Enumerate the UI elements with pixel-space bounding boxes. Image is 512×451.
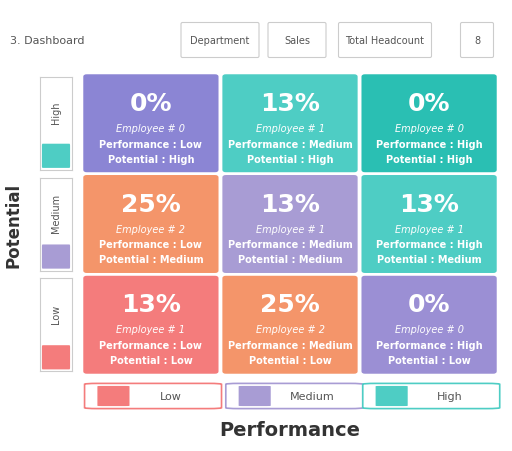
FancyBboxPatch shape [226,383,363,409]
FancyBboxPatch shape [42,345,70,369]
FancyBboxPatch shape [84,383,222,409]
Text: High: High [437,391,462,401]
Text: 0%: 0% [130,92,172,115]
FancyBboxPatch shape [83,75,219,173]
Text: Potential : Medium: Potential : Medium [377,255,481,265]
Text: Potential : Medium: Potential : Medium [99,255,203,265]
Text: 13%: 13% [260,192,320,216]
FancyBboxPatch shape [338,23,432,58]
FancyBboxPatch shape [181,23,259,58]
FancyBboxPatch shape [222,75,357,173]
Text: Low: Low [51,304,61,323]
Text: 13%: 13% [260,92,320,115]
Text: Potential : Low: Potential : Low [110,355,193,365]
FancyBboxPatch shape [361,276,497,374]
FancyBboxPatch shape [363,383,500,409]
Text: 0%: 0% [408,293,451,317]
Text: Performance : Low: Performance : Low [99,341,202,350]
Text: 13%: 13% [121,293,181,317]
Text: Potential: Potential [5,182,23,267]
Text: 25%: 25% [121,192,181,216]
Text: 3. Dashboard: 3. Dashboard [10,36,84,46]
FancyBboxPatch shape [239,386,271,406]
Text: Employee # 1: Employee # 1 [255,124,325,133]
Text: Employee # 2: Employee # 2 [255,325,325,335]
Text: Total Headcount: Total Headcount [346,36,424,46]
FancyBboxPatch shape [361,75,497,173]
Text: Potential : High: Potential : High [386,154,473,164]
Text: Performance : High: Performance : High [376,139,482,149]
Text: Medium: Medium [51,194,61,233]
FancyBboxPatch shape [268,23,326,58]
Text: 8: 8 [474,36,480,46]
Text: Sales: Sales [284,36,310,46]
FancyBboxPatch shape [222,175,357,273]
FancyBboxPatch shape [83,175,219,273]
Text: Performance : High: Performance : High [376,341,482,350]
Text: Employee # 1: Employee # 1 [395,224,463,234]
FancyBboxPatch shape [42,144,70,169]
FancyBboxPatch shape [376,386,408,406]
Text: Performance : Medium: Performance : Medium [228,240,352,250]
Text: High: High [51,101,61,124]
Text: Employee # 1: Employee # 1 [255,224,325,234]
Text: 13%: 13% [399,192,459,216]
FancyBboxPatch shape [361,175,497,273]
Text: Employee # 2: Employee # 2 [116,224,185,234]
Text: Performance : Medium: Performance : Medium [228,139,352,149]
Text: Potential : High: Potential : High [247,154,333,164]
Text: Performance: Performance [220,420,360,439]
FancyBboxPatch shape [460,23,494,58]
Text: Employee # 0: Employee # 0 [395,325,463,335]
Text: Performance : Low: Performance : Low [99,240,202,250]
Text: Employee # 1: Employee # 1 [116,325,185,335]
Text: Medium: Medium [290,391,335,401]
FancyBboxPatch shape [83,276,219,374]
FancyBboxPatch shape [222,276,357,374]
Text: Low: Low [160,391,182,401]
Text: 25%: 25% [260,293,320,317]
Text: Performance : Medium: Performance : Medium [228,341,352,350]
Text: Performance : Low: Performance : Low [99,139,202,149]
Text: Performance : High: Performance : High [376,240,482,250]
Text: Potential : Low: Potential : Low [249,355,331,365]
FancyBboxPatch shape [97,386,130,406]
Text: Employee # 0: Employee # 0 [116,124,185,133]
Text: Potential : Medium: Potential : Medium [238,255,343,265]
Text: Employee # 0: Employee # 0 [395,124,463,133]
Text: Potential : High: Potential : High [108,154,194,164]
Text: 0%: 0% [408,92,451,115]
Text: Potential : Low: Potential : Low [388,355,471,365]
FancyBboxPatch shape [42,245,70,269]
Text: Department: Department [190,36,250,46]
